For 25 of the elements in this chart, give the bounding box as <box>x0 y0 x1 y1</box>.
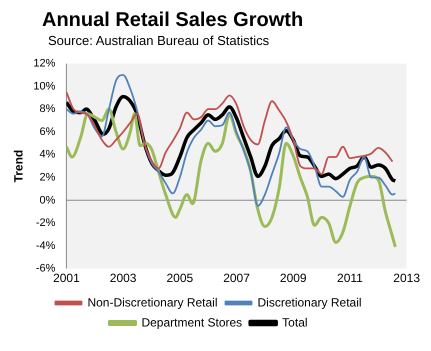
y-tick-label: 8% <box>40 103 56 116</box>
y-tick-label: 10% <box>33 80 56 92</box>
y-tick-label: -2% <box>36 217 56 230</box>
y-tick-label: 12% <box>33 58 56 70</box>
x-tick-label: 2011 <box>337 271 364 286</box>
line-series <box>66 74 396 207</box>
x-tick-label: 2013 <box>393 271 420 286</box>
y-tick-label: 0% <box>40 194 56 206</box>
y-tick-label: 4% <box>40 148 56 161</box>
legend-label: Non-Discretionary Retail <box>87 295 218 310</box>
y-tick-label: 2% <box>40 172 56 184</box>
legend-label: Total <box>282 315 308 330</box>
legend-label: Discretionary Retail <box>258 295 362 310</box>
x-tick-label: 2007 <box>223 271 250 286</box>
x-tick-label: 2003 <box>110 271 137 286</box>
x-tick-label: 2001 <box>53 271 80 286</box>
x-tick-label: 2005 <box>166 271 194 286</box>
y-axis-title: Trend <box>12 150 26 182</box>
legend-label: Department Stores <box>141 315 242 330</box>
y-tick-label: -4% <box>36 240 56 252</box>
chart-subtitle: Source: Australian Bureau of Statistics <box>48 32 270 50</box>
chart-title: Annual Retail Sales Growth <box>42 8 304 32</box>
x-tick-label: 2009 <box>280 271 307 286</box>
y-tick-label: 6% <box>40 126 56 138</box>
y-tick-label: -6% <box>36 262 56 275</box>
